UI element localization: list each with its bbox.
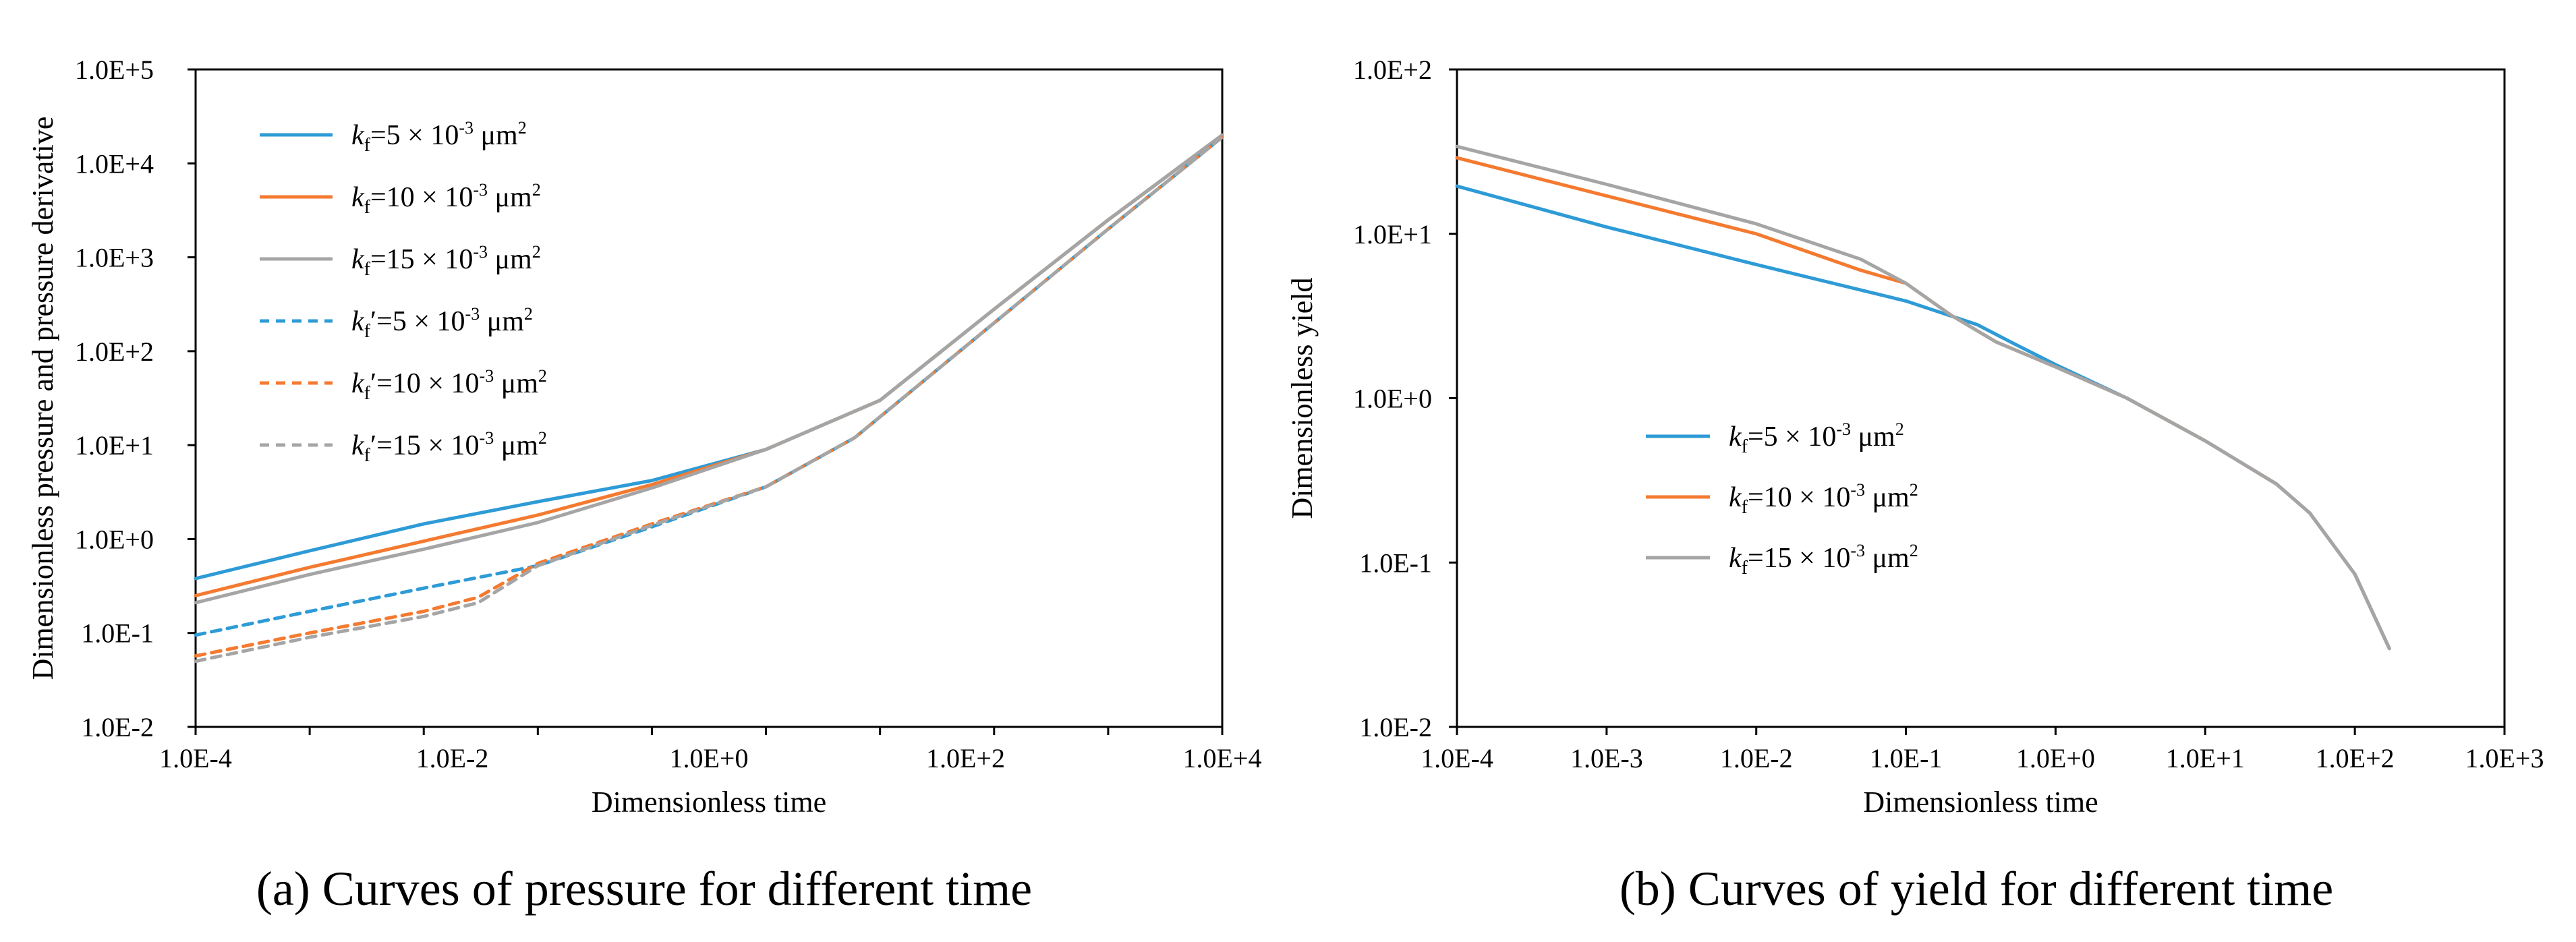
series-line-4: [194, 135, 1224, 637]
x-tick-label: 1.0E-1: [1870, 743, 1943, 773]
y-tick-label: 1.0E-1: [1359, 548, 1432, 578]
legend-label-2: kf=10 × 10-3 μm2: [351, 180, 541, 218]
x-tick-label: 1.0E-4: [159, 743, 232, 773]
chart-b-y-axis-label: Dimensionless yield: [1286, 277, 1319, 519]
legend-label-6: kf′=15 × 10-3 μm2: [351, 428, 547, 466]
y-tick-label: 1.0E+1: [75, 430, 154, 461]
legend-label-5: kf′=10 × 10-3 μm2: [351, 366, 547, 404]
legend-label-1: kf=5 × 10-3 μm2: [351, 118, 527, 156]
chart-b: 1.0E-21.0E-11.0E+01.0E+11.0E+21.0E-4 1.0E…: [1286, 55, 2544, 916]
y-tick-label: 1.0E+2: [1353, 55, 1432, 85]
chart-a-x-axis-label: Dimensionless time: [592, 786, 826, 819]
chart-a-plot-frame: [194, 68, 1224, 728]
x-tick-label: 1.0E-3: [1570, 743, 1643, 773]
legend-label-3: kf=15 × 10-3 μm2: [351, 242, 541, 280]
legend-label-4: kf′=5 × 10-3 μm2: [351, 304, 533, 342]
series-line-1: [1455, 184, 2391, 651]
x-tick-label: 1.0E-4: [1421, 743, 1493, 773]
y-tick-label: 1.0E+0: [1353, 384, 1432, 414]
x-tick-label: 1.0E+0: [670, 743, 749, 773]
y-tick-label: 1.0E-2: [81, 712, 154, 742]
x-tick-label: 1.0E+1: [2166, 743, 2245, 773]
x-tick-label: 1.0E+3: [2465, 743, 2544, 773]
x-tick-label: 1.0E-2: [416, 743, 489, 773]
x-tick-label: 1.0E+2: [926, 743, 1005, 773]
legend-label-3: kf=15 × 10-3 μm2: [1729, 541, 1918, 579]
chart-a-caption: (a) Curves of pressure for different tim…: [256, 862, 1032, 916]
x-tick-label: 1.0E+0: [2016, 743, 2095, 773]
chart-b-caption: (b) Curves of yield for different time: [1620, 862, 2333, 916]
series-line-1: [194, 133, 1224, 581]
chart-a-y-axis-label: Dimensionless pressure and pressure deri…: [26, 117, 59, 680]
chart-b-plot-frame: [1456, 68, 2506, 728]
y-tick-label: 1.0E+0: [75, 524, 154, 554]
series-line-5: [194, 135, 1224, 658]
y-tick-label: 1.0E+5: [75, 55, 154, 85]
series-line-6: [194, 135, 1224, 664]
x-tick-label: 1.0E+4: [1183, 743, 1262, 773]
y-tick-label: 1.0E+4: [75, 148, 154, 179]
y-tick-label: 1.0E+2: [75, 336, 154, 367]
y-tick-label: 1.0E+1: [1353, 219, 1432, 249]
series-line-2: [194, 133, 1224, 597]
chart-b-x-axis-label: Dimensionless time: [1863, 786, 2098, 819]
series-line-3: [1455, 144, 2391, 651]
y-tick-label: 1.0E-1: [81, 618, 154, 649]
legend-label-2: kf=10 × 10-3 μm2: [1729, 480, 1918, 518]
x-tick-label: 1.0E-2: [1720, 743, 1793, 773]
series-line-3: [194, 133, 1224, 605]
y-tick-label: 1.0E-2: [1359, 712, 1432, 742]
series-line-2: [1455, 156, 2391, 651]
y-tick-label: 1.0E+3: [75, 243, 154, 273]
chart-a: 1.0E-2 1.0E-1 1.0E+0 1.0E+1 1.0E+2 1.0E+3 1.0E…: [26, 55, 1262, 916]
x-tick-label: 1.0E+2: [2316, 743, 2395, 773]
legend-label-1: kf=5 × 10-3 μm2: [1729, 419, 1904, 457]
